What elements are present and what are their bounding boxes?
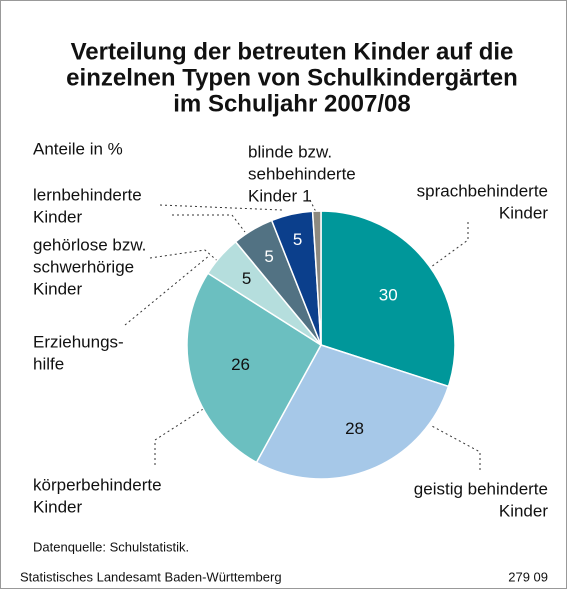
slice-label: blinde bzw. xyxy=(248,142,332,161)
value-label: 5 xyxy=(293,230,302,249)
slice-label: schwerhörige xyxy=(33,257,134,276)
pie-slice xyxy=(186,272,322,464)
slice-label: sehbehinderte xyxy=(248,164,356,183)
value-label: 28 xyxy=(345,419,364,438)
chart-title: einzelnen Typen von Schulkindergärten xyxy=(66,64,518,91)
footer: 279 09 xyxy=(508,569,548,584)
pie-slice xyxy=(320,210,456,388)
chart-title: im Schuljahr 2007/08 xyxy=(173,90,410,117)
slice-label: geistig behinderte xyxy=(414,479,548,498)
slice-label: Kinder xyxy=(248,186,297,205)
leader-lines xyxy=(124,199,481,470)
slice-label: Erziehungs- xyxy=(33,332,124,351)
slice-label: sprachbehinderte xyxy=(417,181,548,200)
slice-label: Kinder xyxy=(33,207,82,226)
slice-label: Kinder xyxy=(499,203,548,222)
value-label: 30 xyxy=(379,286,398,305)
pie-slice xyxy=(255,344,450,480)
pie-slice xyxy=(311,210,322,346)
slice-label: Kinder xyxy=(33,497,82,516)
value-label: 5 xyxy=(264,247,273,266)
chart-title: Verteilung der betreuten Kinder auf die xyxy=(71,38,514,65)
slice-label: Kinder xyxy=(33,279,82,298)
slice-label: gehörlose bzw. xyxy=(33,235,146,254)
slice-label: Kinder xyxy=(499,501,548,520)
footer: Statistisches Landesamt Baden-Württember… xyxy=(20,569,282,584)
value-label: 26 xyxy=(231,355,250,374)
value-label: 5 xyxy=(242,269,251,288)
slice-label: hilfe xyxy=(33,354,64,373)
value-label: 1 xyxy=(302,186,311,205)
slice-label: körperbehinderte xyxy=(33,475,162,494)
source: Datenquelle: Schulstatistik. xyxy=(33,539,189,554)
slice-label: lernbehinderte xyxy=(33,185,142,204)
subtitle: Anteile in % xyxy=(33,139,123,158)
